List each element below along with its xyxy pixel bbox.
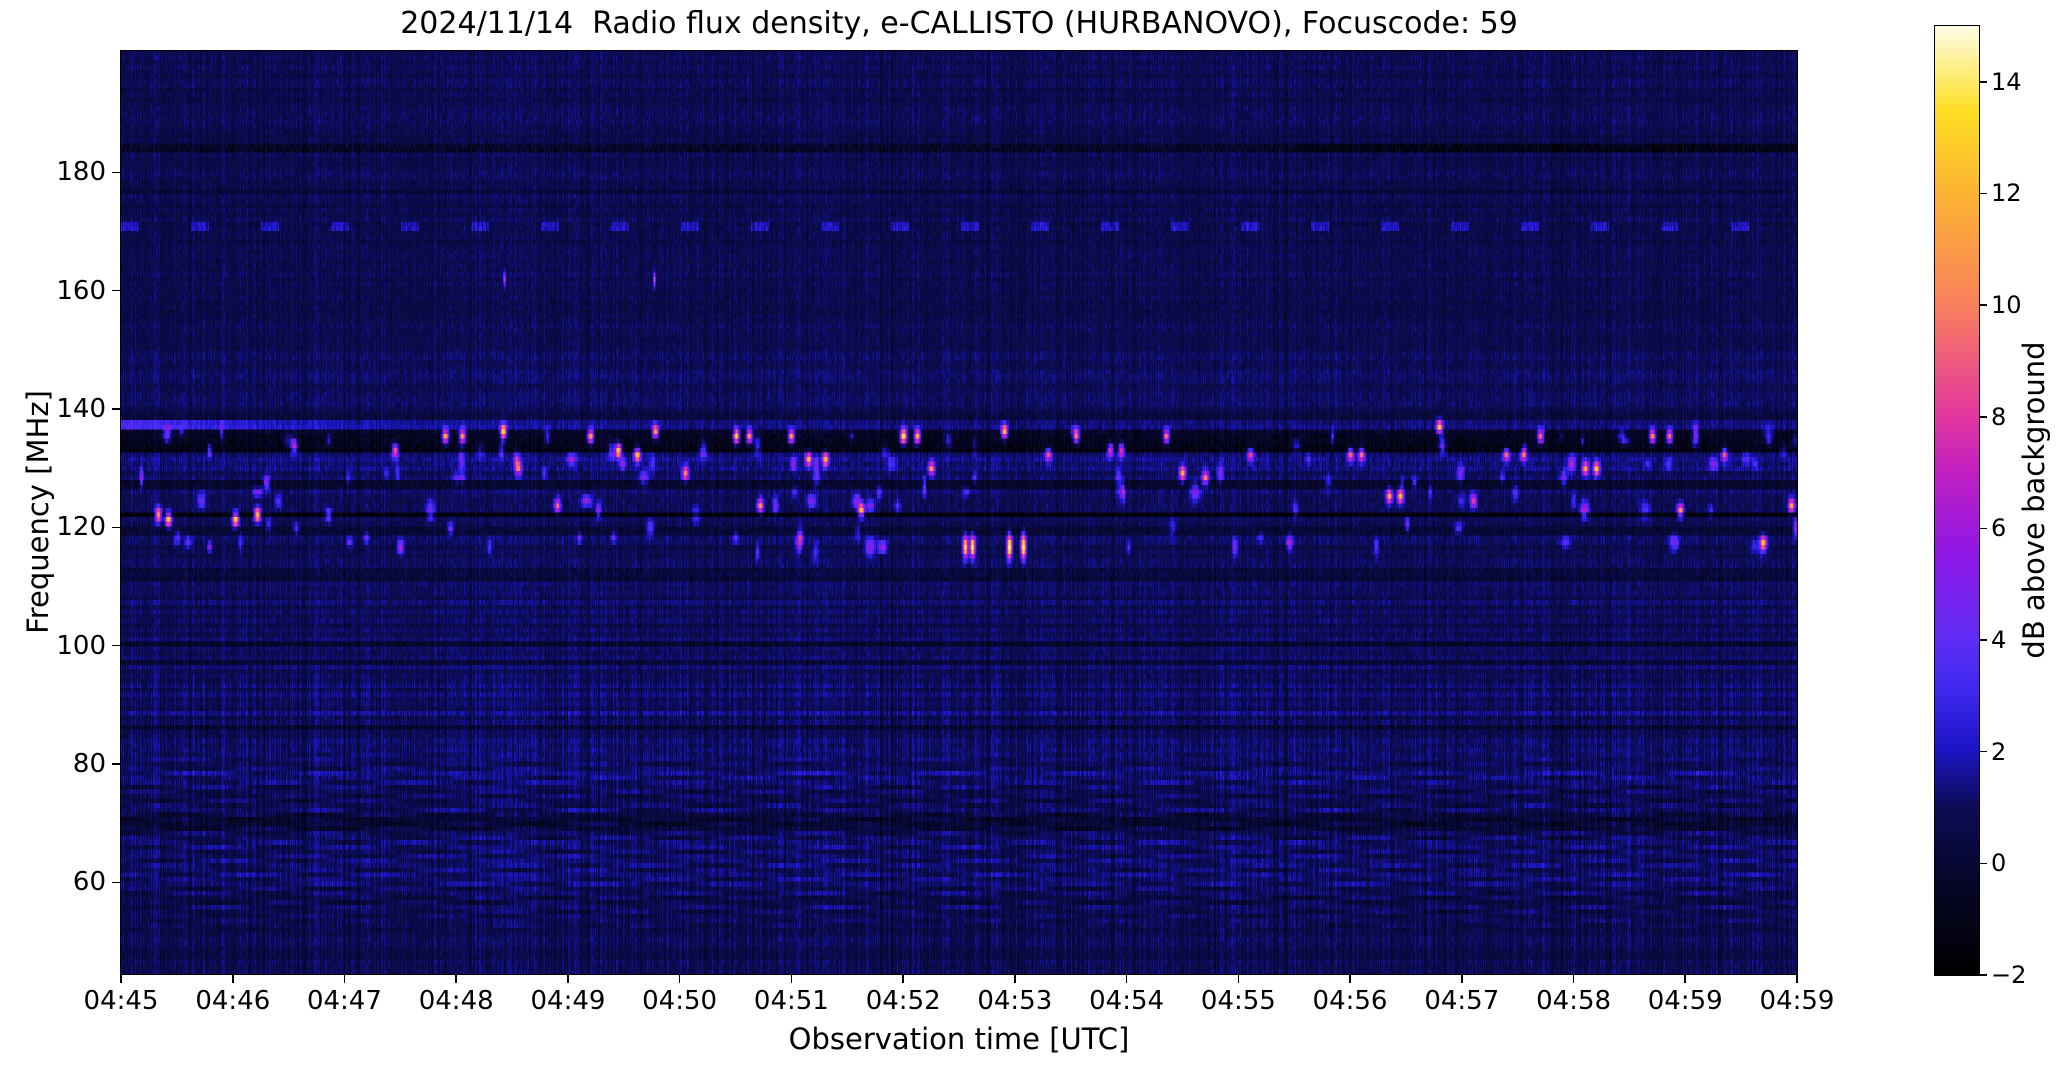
- colorbar-tick-label: 10: [1991, 291, 2022, 320]
- colorbar-label: dB above background: [2017, 341, 2051, 659]
- x-tick-label: 04:48: [418, 986, 494, 1016]
- x-tick-mark: [1014, 974, 1016, 983]
- x-tick-label: 04:51: [753, 986, 829, 1016]
- x-tick-mark: [1349, 974, 1351, 983]
- colorbar-tick-mark: [1979, 527, 1987, 530]
- colorbar-tick-label: 14: [1991, 67, 2022, 96]
- x-tick-mark: [1461, 974, 1463, 983]
- x-tick-mark: [678, 974, 681, 983]
- colorbar-tick-label: 0: [1991, 849, 2007, 878]
- y-tick-mark: [112, 408, 121, 410]
- colorbar-tick-label: −2: [1991, 961, 2027, 989]
- x-tick-mark: [1796, 974, 1798, 983]
- y-tick-label: 120: [56, 512, 106, 543]
- x-tick-label: 04:54: [1089, 986, 1165, 1016]
- x-tick-label: 04:53: [977, 986, 1053, 1016]
- x-tick-label: 04:56: [1312, 986, 1388, 1016]
- colorbar-tick-mark: [1979, 974, 1987, 976]
- x-tick-mark: [120, 974, 122, 983]
- y-tick-mark: [112, 171, 121, 174]
- x-axis-label: Observation time [UTC]: [788, 1022, 1130, 1056]
- x-tick-label: 04:46: [195, 986, 271, 1016]
- colorbar-tick-mark: [1979, 416, 1987, 418]
- x-tick-mark: [1125, 974, 1128, 983]
- x-tick-label: 04:57: [1424, 986, 1500, 1016]
- y-tick-mark: [112, 881, 121, 884]
- y-tick-label: 140: [56, 393, 106, 424]
- y-tick-mark: [112, 763, 121, 765]
- x-tick-label: 04:52: [865, 986, 941, 1016]
- colorbar-tick-label: 2: [1991, 737, 2007, 766]
- x-tick-mark: [902, 974, 904, 983]
- colorbar-tick-label: 8: [1991, 402, 2007, 431]
- x-tick-label: 04:50: [642, 986, 718, 1016]
- y-tick-label: 60: [72, 867, 106, 898]
- x-tick-label: 04:49: [530, 986, 606, 1016]
- y-tick-mark: [112, 526, 121, 529]
- colorbar-tick-mark: [1979, 639, 1987, 641]
- x-tick-mark: [343, 974, 346, 983]
- colorbar-tick-label: 6: [1991, 514, 2007, 543]
- plot-area: [120, 50, 1798, 975]
- y-tick-label: 80: [72, 748, 106, 779]
- colorbar-tick-mark: [1979, 304, 1987, 306]
- x-tick-mark: [790, 974, 793, 983]
- x-tick-label: 04:58: [1536, 986, 1612, 1016]
- chart-title: 2024/11/14 Radio flux density, e-CALLIST…: [400, 6, 1518, 41]
- x-tick-mark: [1237, 974, 1240, 983]
- x-tick-mark: [232, 974, 234, 983]
- colorbar-tick-mark: [1979, 750, 1987, 753]
- colorbar: [1934, 25, 1980, 976]
- x-tick-mark: [567, 974, 569, 983]
- y-tick-label: 180: [56, 157, 106, 188]
- spectrogram-canvas: [121, 51, 1797, 974]
- colorbar-tick-mark: [1979, 192, 1987, 195]
- x-tick-label: 04:55: [1200, 986, 1276, 1016]
- colorbar-tick-label: 4: [1991, 626, 2007, 655]
- x-tick-mark: [1684, 974, 1686, 983]
- x-tick-mark: [455, 974, 457, 983]
- colorbar-tick-mark: [1979, 862, 1987, 865]
- y-tick-mark: [112, 289, 121, 292]
- y-tick-label: 100: [56, 630, 106, 661]
- x-tick-label: 04:59: [1759, 986, 1835, 1016]
- x-tick-label: 04:45: [83, 986, 159, 1016]
- y-tick-mark: [112, 644, 121, 647]
- y-tick-label: 160: [56, 275, 106, 306]
- x-tick-mark: [1572, 974, 1575, 983]
- colorbar-tick-label: 12: [1991, 179, 2022, 208]
- x-tick-label: 04:47: [306, 986, 382, 1016]
- colorbar-tick-mark: [1979, 81, 1987, 83]
- x-tick-label: 04:59: [1647, 986, 1723, 1016]
